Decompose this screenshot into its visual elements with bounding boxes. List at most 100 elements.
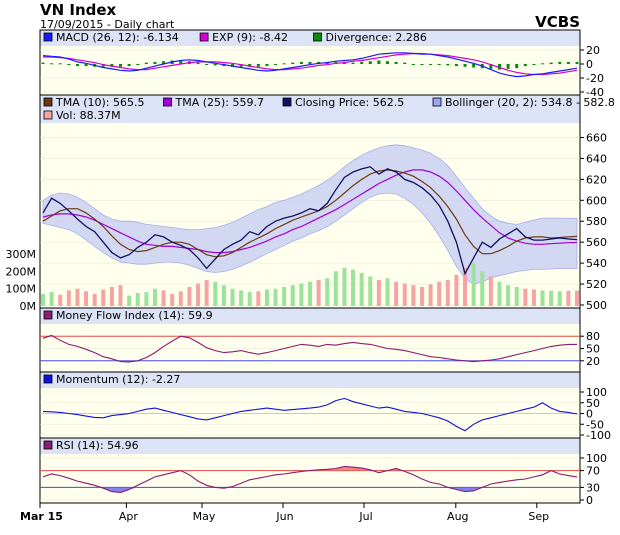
volume-bar [514, 286, 519, 306]
x-axis: Mar 15 Apr May Jun Jul Aug Sep [20, 503, 549, 523]
volume-bar [497, 281, 502, 306]
volume-bar [66, 290, 71, 306]
volume-bar [325, 278, 330, 306]
volume-bar [299, 283, 304, 306]
divergence-bar [566, 61, 570, 64]
volume-bar [368, 276, 373, 306]
volume-bar [480, 271, 485, 306]
volume-bar [575, 290, 579, 306]
volume-bar [428, 284, 433, 306]
divergence-bar [308, 61, 312, 64]
divergence-bar [515, 64, 519, 69]
divergence-bar [84, 64, 88, 67]
volume-bar [411, 285, 416, 306]
divergence-bar [58, 63, 62, 65]
divergence-bar [239, 64, 243, 67]
volume-bar [264, 289, 269, 306]
volume-bar [402, 283, 407, 306]
divergence-bar [394, 61, 398, 64]
volume-bar [109, 286, 114, 306]
legend-label: Vol: 88.37M [56, 109, 121, 122]
volume-bar [454, 274, 459, 306]
volume-bar [471, 262, 476, 306]
price-ytick-label: 660 [586, 131, 607, 144]
volume-bar [247, 292, 252, 306]
volume-bar [282, 286, 287, 306]
macd-legend-bar [40, 30, 580, 46]
macd-exp-line [43, 52, 578, 76]
legend-swatch [432, 97, 442, 107]
legend-label: MACD (26, 12): -6.134 [56, 31, 179, 44]
volume-bar [196, 283, 201, 306]
rsi-ytick-label: 70 [586, 465, 600, 478]
divergence-bar [541, 63, 545, 65]
divergence-bar [205, 64, 209, 65]
price-ytick-label: 620 [586, 173, 607, 186]
volume-bar [308, 281, 312, 306]
rsi-ytick-label: 30 [586, 481, 600, 494]
divergence-bar [429, 64, 433, 65]
volume-bar [316, 280, 321, 306]
price-ytick-label: 540 [586, 257, 607, 270]
mfi-legend-bar [40, 308, 580, 324]
divergence-bar [213, 64, 217, 66]
momentum-ytick-label: 100 [586, 386, 607, 399]
divergence-bar [420, 64, 424, 65]
panel-macd: 200-20-40 MACD (26, 12): -6.134 EXP (9): -… [39, 29, 604, 99]
price-legend-bar [40, 95, 580, 123]
volume-bar [419, 286, 424, 306]
momentum-legend-bar [40, 372, 580, 388]
volume-bar [549, 290, 554, 306]
legend-swatch [282, 97, 292, 107]
chart-subtitle: 17/09/2015 - Daily chart [40, 18, 175, 31]
divergence-bar [463, 64, 467, 67]
divergence-bar [101, 64, 105, 67]
volume-bar [161, 290, 166, 306]
price-ytick-label: 580 [586, 215, 607, 228]
macd-line [42, 52, 578, 78]
divergence-bar [136, 64, 140, 65]
volume-bar [49, 292, 54, 306]
legend-swatch [43, 32, 53, 42]
divergence-bar [50, 63, 54, 65]
divergence-bar [437, 64, 441, 65]
x-axis-label: Sep [528, 510, 549, 523]
divergence-bar [506, 64, 510, 69]
volume-bar [178, 291, 183, 306]
divergence-bar [360, 61, 364, 64]
volume-tick-label: 100M [6, 283, 37, 296]
volume-bar [506, 285, 511, 306]
divergence-bar [110, 64, 114, 67]
volume-bar [135, 293, 140, 306]
divergence-bar [75, 64, 79, 67]
legend-swatch [199, 32, 209, 42]
divergence-bar [549, 62, 553, 64]
volume-bar [523, 288, 528, 306]
legend-label: Bollinger (20, 2): 534.8 - 582.8 [445, 96, 615, 109]
x-axis-label: Aug [447, 510, 468, 523]
x-axis-label: Mar 15 [20, 510, 63, 523]
momentum-ytick-label: 0 [586, 408, 593, 421]
rsi-overbought-fill [396, 468, 405, 471]
legend-label: Divergence: 2.286 [326, 31, 427, 44]
volume-bar [437, 281, 442, 306]
x-axis-label: Jul [358, 510, 372, 523]
panel-price: 660 640 620 600 580 560 540 520 500 300M 200M 100M 0… [6, 94, 615, 313]
divergence-bar [377, 60, 381, 64]
legend-swatch [43, 110, 53, 120]
volume-bar [351, 269, 356, 306]
divergence-bar [67, 64, 71, 65]
volume-bar [75, 288, 80, 306]
momentum-ytick-label: -100 [586, 429, 611, 442]
volume-bar [445, 280, 450, 306]
legend-label: Momentum (12): -2.27 [56, 373, 180, 386]
price-ytick-label: 600 [586, 194, 607, 207]
volume-bar [187, 286, 192, 306]
divergence-bar [299, 61, 303, 64]
momentum-ytick-label: -50 [586, 418, 604, 431]
volume-tick-label: 200M [6, 265, 37, 278]
chart-title: VN Index [40, 1, 117, 19]
price-ytick-label: 500 [586, 299, 607, 312]
